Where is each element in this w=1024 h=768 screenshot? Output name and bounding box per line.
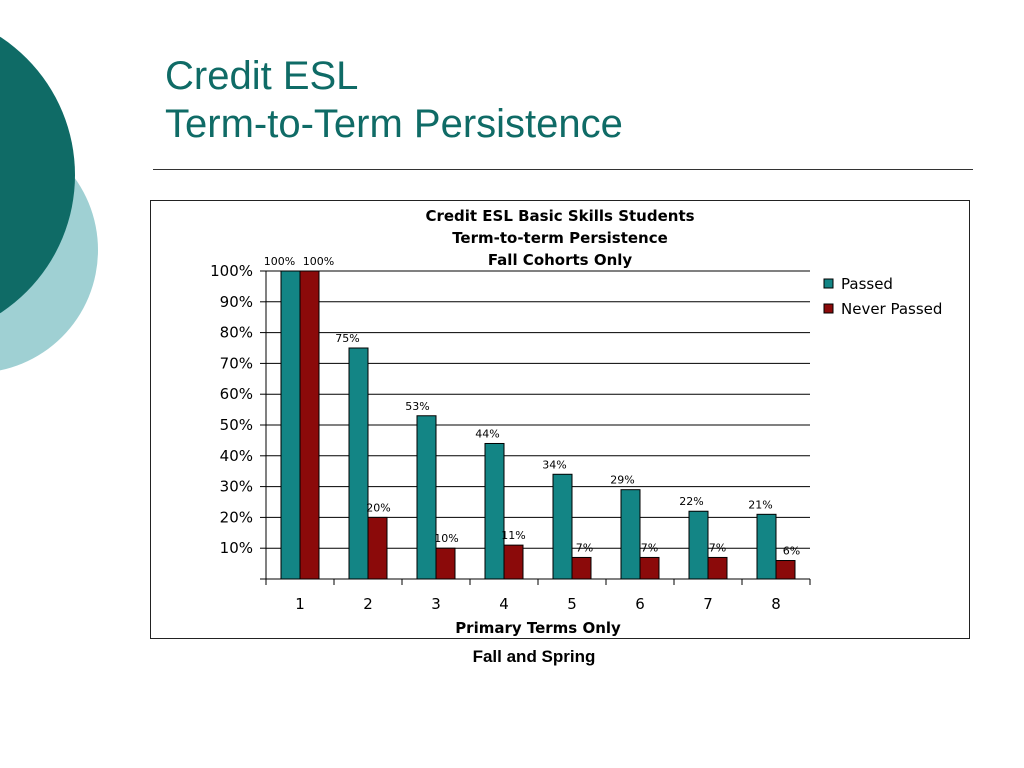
data-label: 7% <box>709 541 726 554</box>
data-label: 100% <box>303 255 334 268</box>
data-label: 7% <box>576 541 593 554</box>
x-axis-label: Primary Terms Only <box>455 619 621 637</box>
bars <box>280 270 796 580</box>
legend-swatch <box>823 303 834 314</box>
y-tick-label: 20% <box>220 508 253 526</box>
x-tick-label: 2 <box>363 595 373 613</box>
bar-passed <box>484 442 505 580</box>
chart-title-line: Term-to-term Persistence <box>452 229 668 247</box>
bar-never-passed <box>639 556 660 580</box>
y-tick-label: 10% <box>220 539 253 557</box>
bar-passed <box>416 415 437 580</box>
bar-never-passed <box>571 556 592 580</box>
y-tick-label: 50% <box>220 416 253 434</box>
x-tick-label: 6 <box>635 595 645 613</box>
x-tick-label: 7 <box>703 595 713 613</box>
y-tick-label: 70% <box>220 354 253 372</box>
y-tick-label: 80% <box>220 324 253 342</box>
tick-labels: 10% 20% 30% 40% 50% 60% 70% 80% 90% 100% 1 2 3 4 5 6 7 8 <box>210 262 781 613</box>
y-tick-label: 90% <box>220 293 253 311</box>
legend: Passed Never Passed <box>823 275 942 318</box>
bar-passed <box>348 347 369 580</box>
data-label: 20% <box>366 501 390 514</box>
x-tick-label: 1 <box>295 595 305 613</box>
bar-passed <box>756 513 777 580</box>
x-tick-label: 3 <box>431 595 441 613</box>
x-tick-label: 8 <box>771 595 781 613</box>
chart-frame: 100% 75% 53% 44% 34% 29% 22% 21% 100% 20% 10% 11% 7%… <box>150 200 970 639</box>
bar-passed <box>688 510 709 580</box>
bar-passed <box>280 270 301 580</box>
axes <box>260 270 811 585</box>
chart-title-line: Fall Cohorts Only <box>488 251 633 269</box>
slide-title: Credit ESL Term-to-Term Persistence <box>165 52 623 148</box>
data-label: 22% <box>679 495 703 508</box>
data-label: 11% <box>501 529 525 542</box>
slide-title-line-1: Credit ESL <box>165 54 359 98</box>
data-label: 53% <box>405 400 429 413</box>
bar-never-passed <box>503 544 524 580</box>
data-label: 100% <box>264 255 295 268</box>
bar-chart: 100% 75% 53% 44% 34% 29% 22% 21% 100% 20% 10% 11% 7%… <box>210 207 942 637</box>
bar-never-passed <box>775 560 796 580</box>
footer-caption: Fall and Spring <box>472 647 596 666</box>
x-tick-label: 4 <box>499 595 509 613</box>
chart-titles: Credit ESL Basic Skills Students Term-to-… <box>425 207 694 637</box>
bar-never-passed <box>707 556 728 580</box>
bar-never-passed <box>435 547 456 580</box>
data-label: 44% <box>475 427 499 440</box>
x-tick-label: 5 <box>567 595 577 613</box>
data-label: 29% <box>610 474 634 487</box>
bar-passed <box>620 489 641 580</box>
dark-teal-circle <box>0 36 75 314</box>
bar-passed <box>552 473 573 580</box>
data-label: 34% <box>542 458 566 471</box>
data-labels: 100% 75% 53% 44% 34% 29% 22% 21% 100% 20% 10% 11% 7%… <box>264 255 800 558</box>
y-tick-label: 40% <box>220 447 253 465</box>
slide-title-line-2: Term-to-Term Persistence <box>165 102 623 146</box>
decorative-circles <box>0 36 98 371</box>
bar-never-passed <box>299 270 320 580</box>
legend-swatch <box>823 278 834 289</box>
y-tick-label: 100% <box>210 262 253 280</box>
grid-lines <box>266 270 810 549</box>
y-tick-label: 30% <box>220 478 253 496</box>
data-label: 75% <box>335 332 359 345</box>
legend-label: Passed <box>841 275 893 293</box>
y-tick-label: 60% <box>220 385 253 403</box>
bar-never-passed <box>367 516 388 580</box>
chart-title-line: Credit ESL Basic Skills Students <box>425 207 694 225</box>
data-label: 10% <box>434 532 458 545</box>
legend-label: Never Passed <box>841 300 942 318</box>
data-label: 21% <box>748 498 772 511</box>
data-label: 6% <box>783 545 800 558</box>
data-label: 7% <box>641 541 658 554</box>
title-divider <box>153 169 973 170</box>
